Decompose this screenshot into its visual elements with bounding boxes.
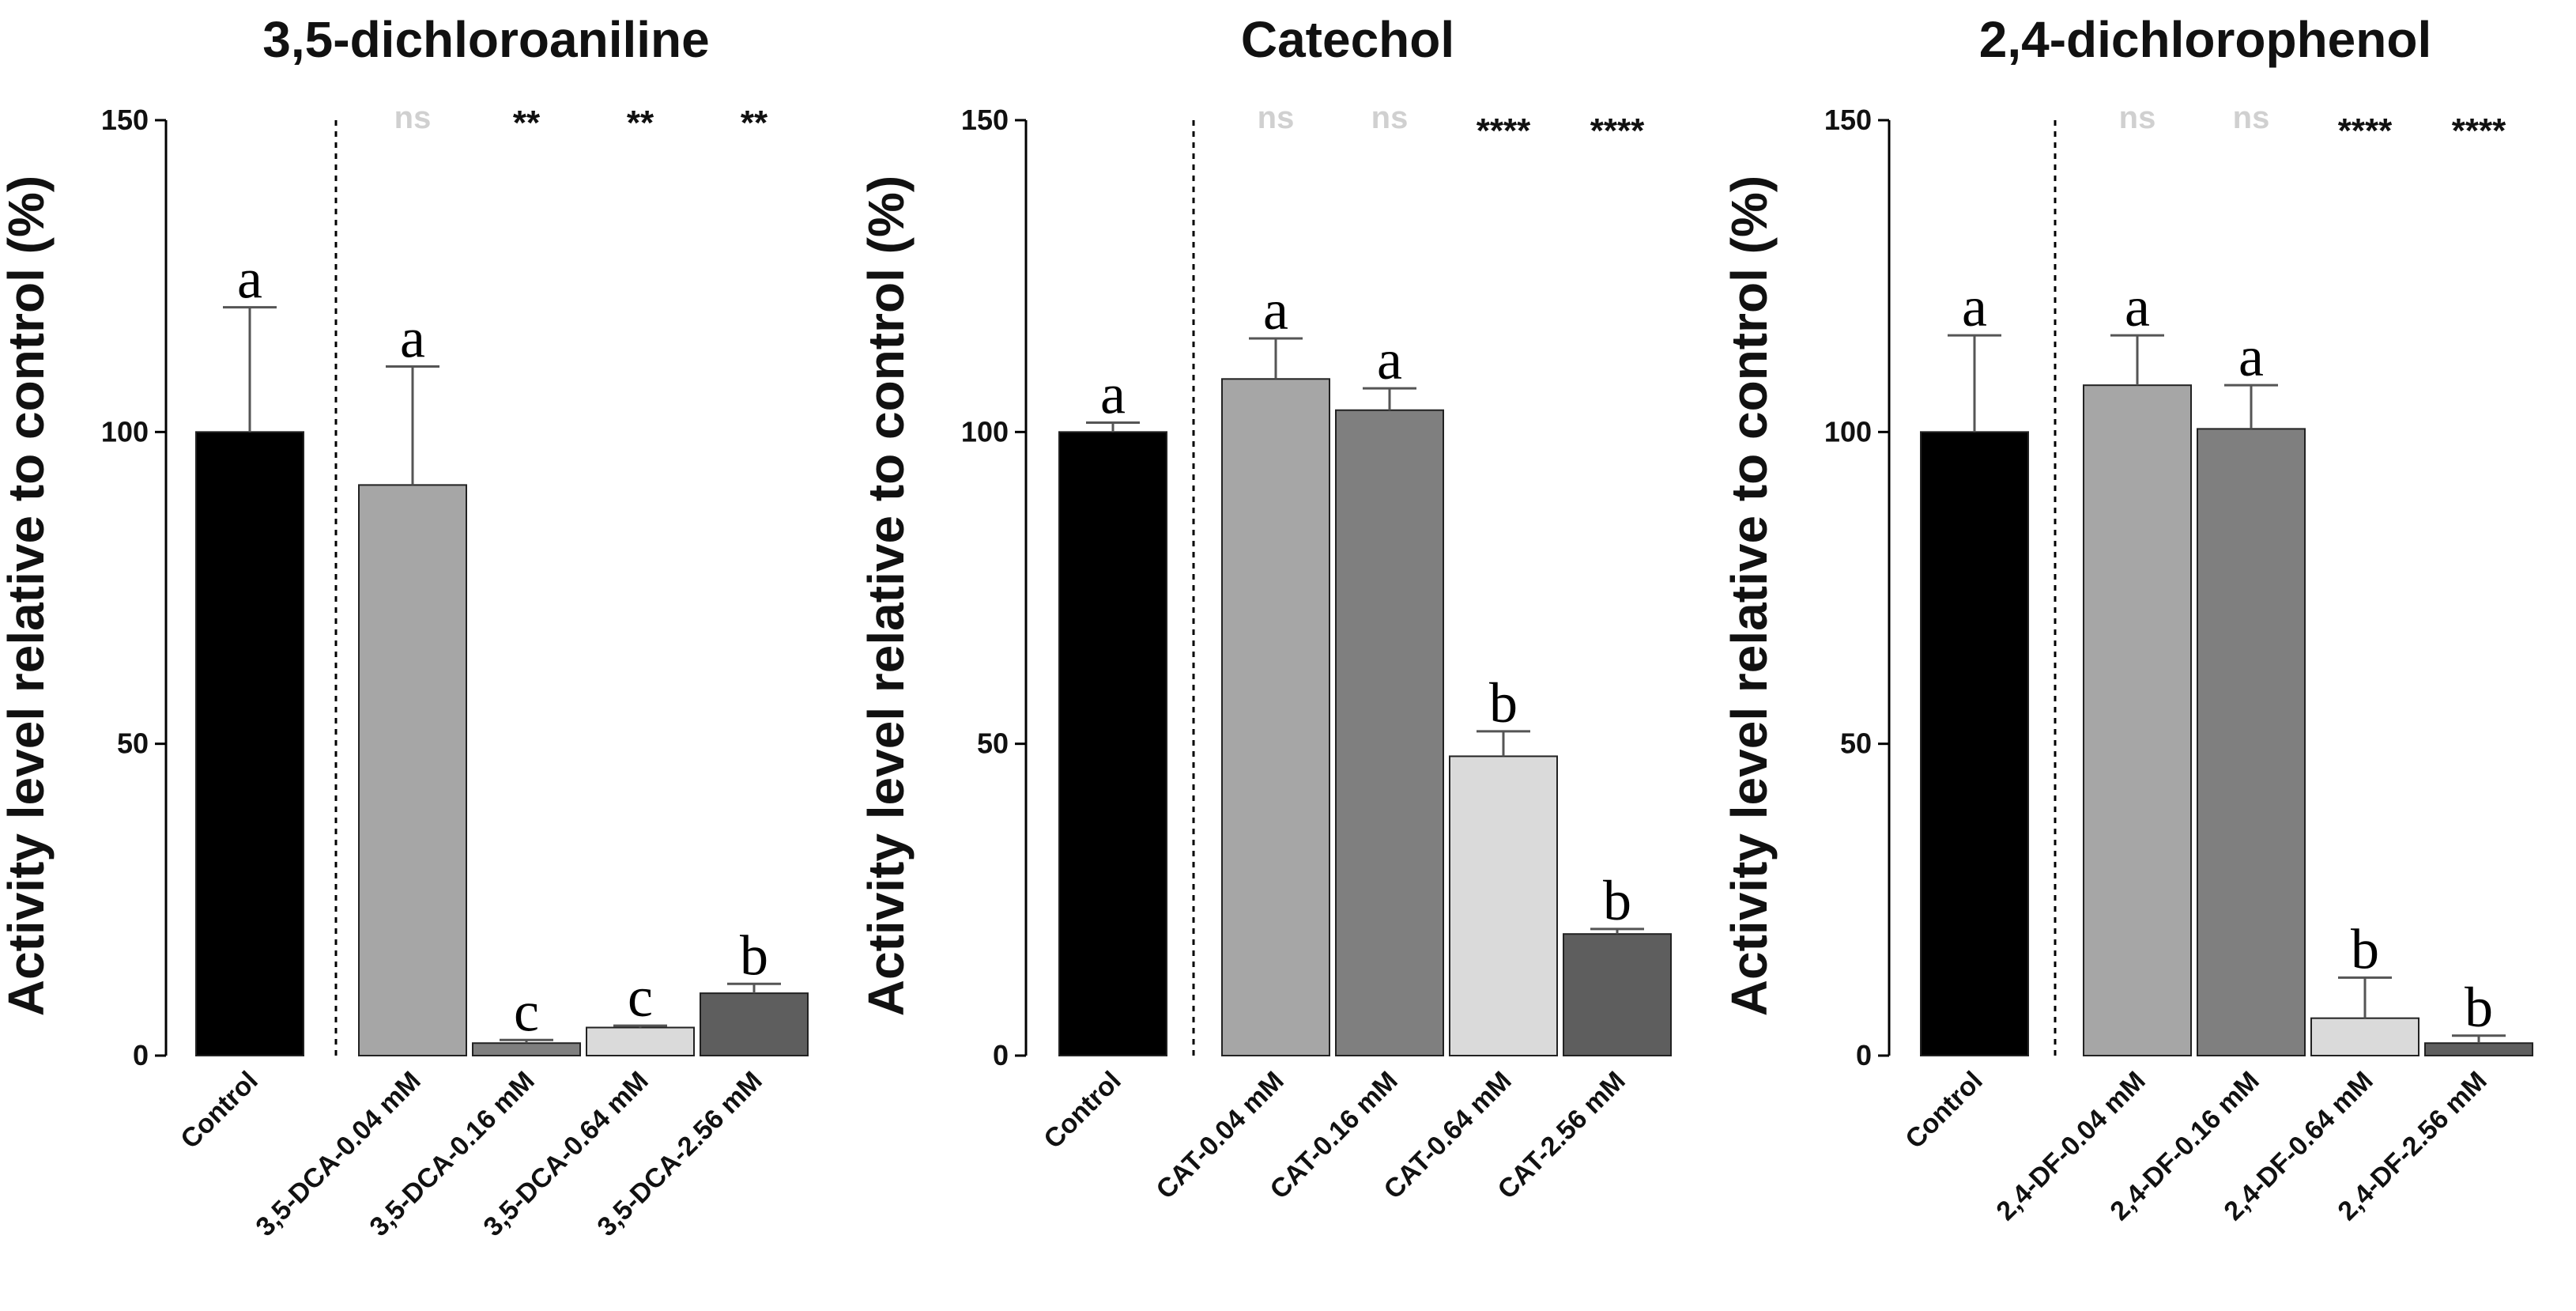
- group-letter-label: a: [2238, 325, 2264, 388]
- bar: [2310, 1017, 2419, 1057]
- group-letter-label: c: [514, 980, 539, 1043]
- group-letter-label: b: [1489, 671, 1518, 735]
- group-letter-label: a: [1377, 328, 1402, 391]
- group-letter-label: a: [237, 247, 262, 311]
- group-letter-label: b: [2465, 976, 2493, 1039]
- group-letter-label: a: [1100, 363, 1126, 426]
- y-tick-label: 100: [961, 415, 1009, 448]
- y-tick-label: 50: [977, 727, 1009, 760]
- bar: [2424, 1042, 2533, 1057]
- significance-label: **: [513, 104, 541, 142]
- significance-label: ****: [1477, 111, 1531, 150]
- y-tick-label: 50: [117, 727, 149, 760]
- y-tick-label: 100: [101, 415, 149, 448]
- chart-panel-2: Catechol Activity level relative to contr…: [858, 11, 1672, 1205]
- x-tick-label: Control: [1899, 1066, 1988, 1154]
- significance-label: ****: [1590, 111, 1645, 150]
- significance-label: ns: [394, 100, 432, 135]
- significance-label: **: [741, 104, 768, 142]
- bar: [1221, 378, 1330, 1056]
- bar: [1335, 409, 1444, 1056]
- y-axis-label: Activity level relative to control (%): [1721, 176, 1778, 1016]
- group-letter-label: a: [2125, 275, 2150, 338]
- chart-title: 3,5-dichloroaniline: [262, 11, 709, 68]
- x-tick-label: Control: [175, 1066, 263, 1154]
- y-tick-label: 150: [101, 104, 149, 136]
- chart-panel-1: 3,5-dichloroaniline Activity level relati…: [0, 11, 809, 1242]
- y-axis-label: Activity level relative to control (%): [0, 176, 55, 1016]
- chart-panel-3: 2,4-dichlorophenol Activity level relativ…: [1721, 11, 2533, 1226]
- group-letter-label: a: [1962, 275, 1987, 338]
- chart-title: 2,4-dichlorophenol: [1979, 11, 2431, 68]
- y-tick-label: 100: [1824, 415, 1872, 448]
- bar: [1920, 431, 2029, 1056]
- significance-label: **: [627, 104, 654, 142]
- significance-label: ns: [1258, 100, 1295, 135]
- bar: [1563, 933, 1672, 1056]
- y-tick-label: 150: [961, 104, 1009, 136]
- y-tick-label: 0: [993, 1039, 1009, 1071]
- significance-label: ****: [2452, 111, 2506, 150]
- group-letter-label: b: [1603, 869, 1631, 932]
- significance-label: ****: [2338, 111, 2393, 150]
- x-tick-label: Control: [1038, 1066, 1126, 1154]
- bar: [1058, 431, 1167, 1056]
- group-letter-label: a: [1263, 278, 1288, 342]
- bar: [358, 484, 467, 1056]
- y-tick-label: 0: [133, 1039, 149, 1071]
- y-axis-label: Activity level relative to control (%): [858, 176, 915, 1016]
- group-letter-label: b: [2351, 917, 2379, 980]
- chart-title: Catechol: [1241, 11, 1454, 68]
- bar: [195, 431, 304, 1056]
- bar: [472, 1042, 581, 1057]
- significance-label: ns: [2233, 100, 2270, 135]
- y-tick-label: 150: [1824, 104, 1872, 136]
- bar: [2197, 428, 2306, 1056]
- bar: [1449, 755, 1558, 1056]
- y-tick-label: 0: [1856, 1039, 1872, 1071]
- group-letter-label: b: [740, 924, 768, 987]
- group-letter-label: c: [628, 965, 653, 1029]
- significance-label: ns: [2119, 100, 2156, 135]
- bar: [2083, 384, 2192, 1056]
- group-letter-label: a: [400, 307, 425, 370]
- bar: [586, 1026, 695, 1057]
- bar: [700, 992, 809, 1056]
- y-tick-label: 50: [1840, 727, 1872, 760]
- significance-label: ns: [1371, 100, 1409, 135]
